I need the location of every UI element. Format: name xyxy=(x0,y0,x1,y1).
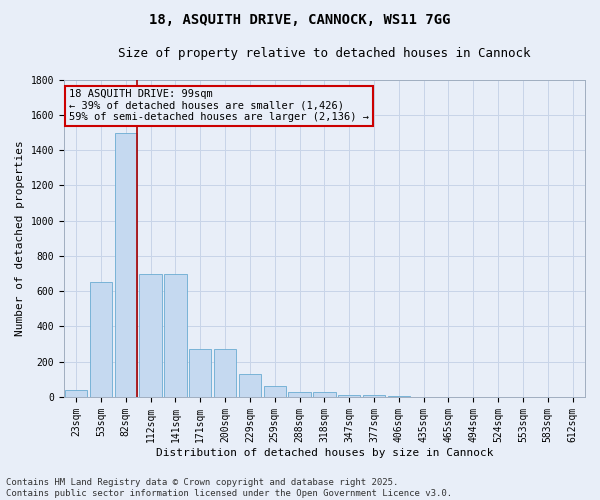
Bar xyxy=(313,392,335,397)
X-axis label: Distribution of detached houses by size in Cannock: Distribution of detached houses by size … xyxy=(155,448,493,458)
Bar xyxy=(90,282,112,397)
Bar xyxy=(164,274,187,397)
Bar xyxy=(65,390,88,397)
Bar xyxy=(289,392,311,397)
Bar xyxy=(139,274,162,397)
Text: Contains HM Land Registry data © Crown copyright and database right 2025.
Contai: Contains HM Land Registry data © Crown c… xyxy=(6,478,452,498)
Title: Size of property relative to detached houses in Cannock: Size of property relative to detached ho… xyxy=(118,48,530,60)
Bar xyxy=(214,350,236,397)
Bar xyxy=(363,395,385,397)
Bar xyxy=(388,396,410,397)
Bar xyxy=(115,132,137,397)
Y-axis label: Number of detached properties: Number of detached properties xyxy=(15,140,25,336)
Text: 18 ASQUITH DRIVE: 99sqm
← 39% of detached houses are smaller (1,426)
59% of semi: 18 ASQUITH DRIVE: 99sqm ← 39% of detache… xyxy=(69,89,369,122)
Bar xyxy=(263,386,286,397)
Bar xyxy=(189,350,211,397)
Bar xyxy=(338,395,361,397)
Text: 18, ASQUITH DRIVE, CANNOCK, WS11 7GG: 18, ASQUITH DRIVE, CANNOCK, WS11 7GG xyxy=(149,12,451,26)
Bar xyxy=(239,374,261,397)
